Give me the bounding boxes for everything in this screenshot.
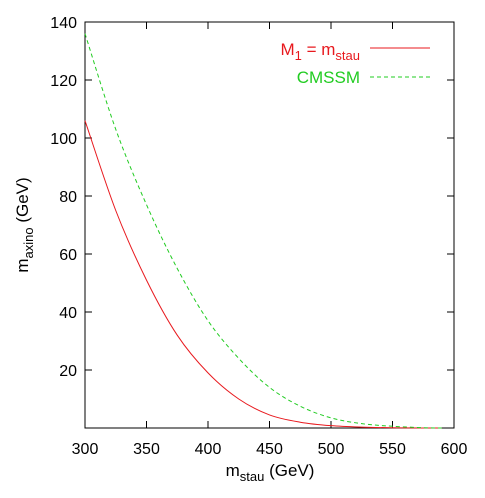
- y-tick-label: 80: [59, 189, 77, 206]
- x-tick-label: 300: [72, 441, 99, 458]
- x-tick-label: 450: [256, 441, 283, 458]
- y-axis-label: maxino (GeV): [13, 177, 36, 272]
- plot-frame: [84, 21, 455, 429]
- legend: M1 = mstau CMSSM: [280, 40, 430, 87]
- x-tick-label: 400: [195, 441, 222, 458]
- series-line-m1: [84, 120, 442, 429]
- y-tick-label: 140: [50, 15, 77, 32]
- x-axis-label: mstau (GeV): [226, 461, 315, 484]
- x-tick-label: 550: [379, 441, 406, 458]
- x-tick-label: 350: [133, 441, 160, 458]
- axis-ticks: 300 350 400 450 500 550 600 20 40 60 80 100 120 140: [50, 15, 467, 458]
- legend-label-cmssm: CMSSM: [297, 68, 360, 87]
- y-tick-label: 20: [59, 363, 77, 380]
- y-tick-label: 120: [50, 73, 77, 90]
- series-line-cmssm: [84, 33, 442, 429]
- legend-label-m1: M1 = mstau: [280, 40, 360, 63]
- y-tick-label: 100: [50, 131, 77, 148]
- series-lines: [84, 33, 442, 429]
- x-tick-label: 600: [441, 441, 468, 458]
- y-tick-label: 60: [59, 247, 77, 264]
- y-tick-label: 40: [59, 305, 77, 322]
- x-tick-label: 500: [318, 441, 345, 458]
